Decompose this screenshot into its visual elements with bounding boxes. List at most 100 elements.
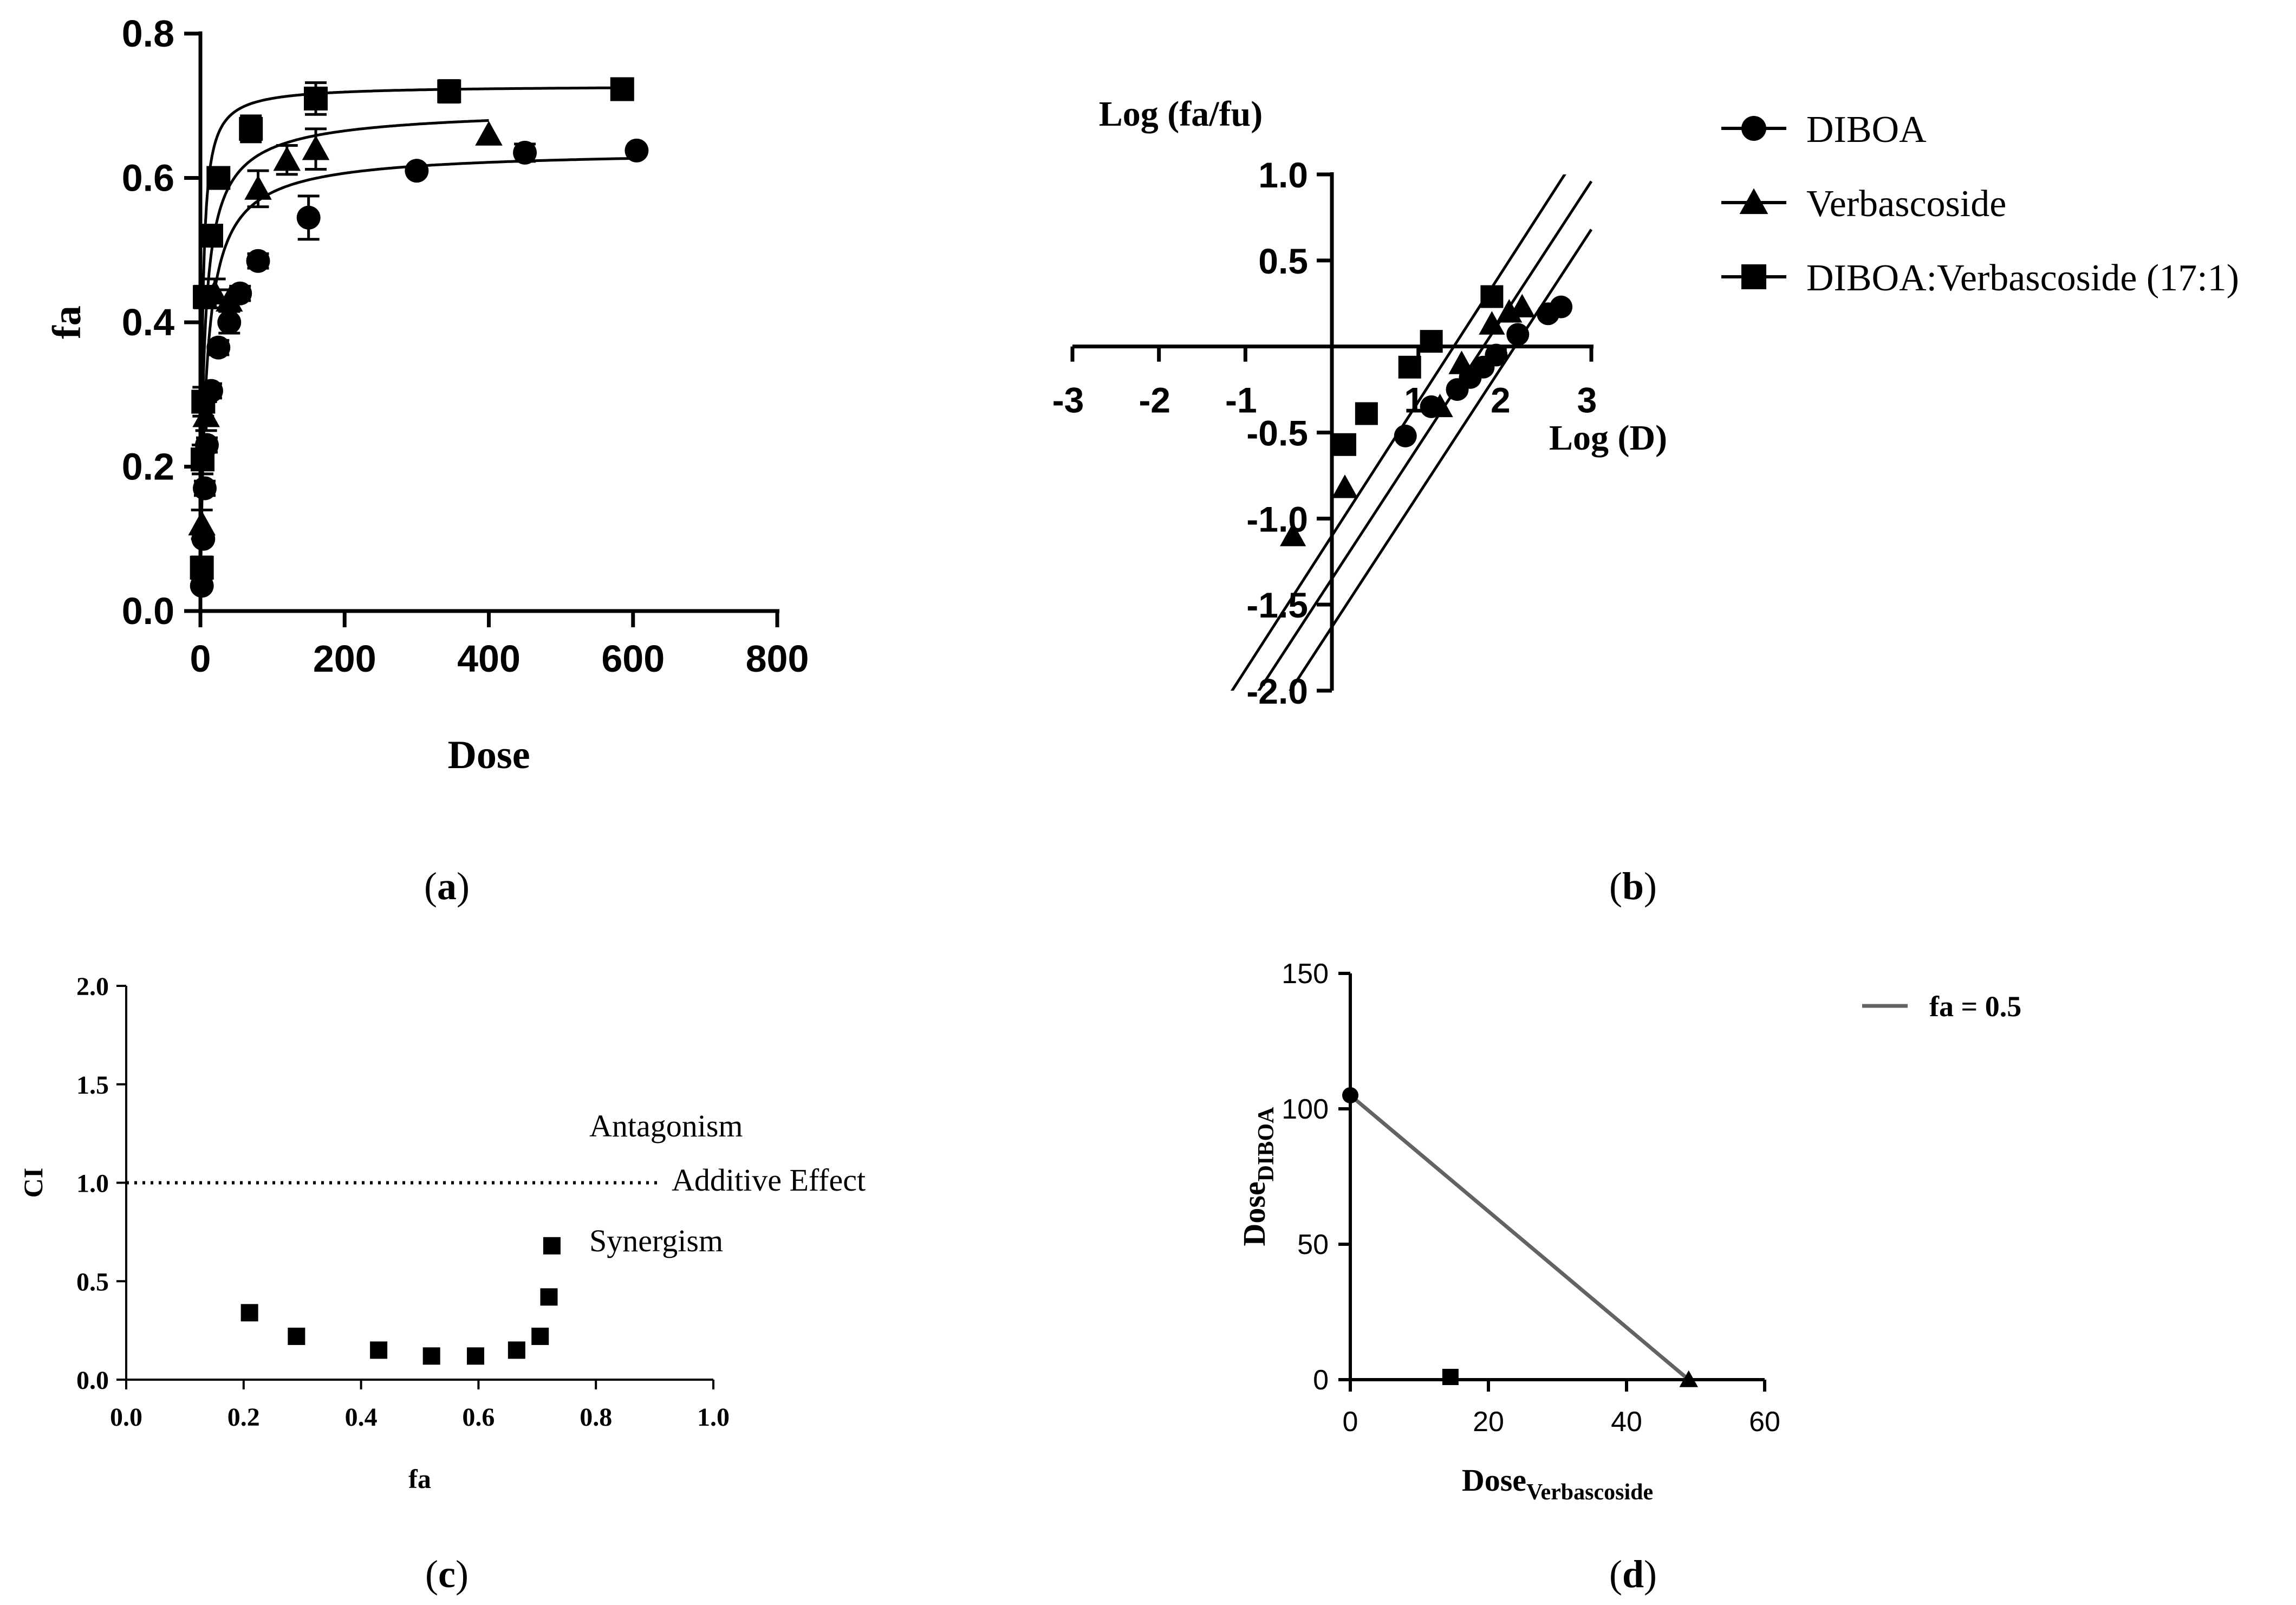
isobole-line: [1349, 1094, 1690, 1381]
y-tick-label: 0.4: [122, 301, 174, 343]
series-verbascoside: [188, 119, 503, 563]
series-diboa: [1289, 229, 1593, 691]
x-tick-label: 20: [1473, 1406, 1504, 1438]
data-point: [1485, 343, 1508, 367]
x-tick-label: 0.0: [110, 1403, 142, 1432]
data-point: [296, 205, 321, 230]
data-point: [246, 249, 270, 273]
x-tick-label: 0.2: [227, 1403, 260, 1432]
x-tick-label: 0.6: [462, 1403, 495, 1432]
y-tick-label: -0.5: [1246, 413, 1308, 453]
data-point: [1398, 355, 1421, 379]
y-tick-label: 1.5: [76, 1071, 109, 1100]
data-point: [190, 556, 214, 580]
x-axis-label: DoseVerbascoside: [1462, 1463, 1653, 1505]
x-tick-label: -1: [1225, 380, 1257, 420]
y-tick-label: 0: [1313, 1364, 1329, 1396]
data-point: [1333, 433, 1356, 456]
x-axis-label: Log (D): [1549, 418, 1667, 458]
data-point: [625, 138, 649, 163]
panel-c-combination-index: 0.0 0.2 0.4 0.6 0.8 1.0 0.0 0.5 1.0 1.5 2.0 fa CI Ant…: [18, 972, 866, 1494]
data-point: [239, 116, 263, 141]
y-tick-label: 150: [1282, 958, 1329, 990]
data-point: [302, 135, 330, 160]
regression-line: [1289, 229, 1593, 691]
x-tick-label: 1.0: [697, 1403, 730, 1432]
data-point: [1355, 402, 1378, 425]
y-tick-label: 0.5: [76, 1268, 109, 1296]
legend-entry-verbascoside: Verbascoside: [1721, 183, 2006, 225]
panel-letter: a: [437, 865, 457, 908]
series-verbascoside: [1257, 180, 1593, 691]
data-point: [217, 310, 242, 334]
y-tick-label: 50: [1297, 1229, 1329, 1260]
data-point: [437, 79, 461, 103]
data-point: [610, 77, 634, 101]
data-point: [1506, 323, 1530, 346]
fit-curve: [199, 86, 622, 555]
y-axis-label-subscript: DIBOA: [1254, 1107, 1279, 1181]
additive-effect-label: Additive Effect: [672, 1162, 866, 1198]
x-axis-label: fa: [408, 1464, 431, 1494]
panel-label-a: (a): [424, 865, 470, 908]
paren-open: (: [1609, 865, 1622, 908]
data-point: [540, 1288, 558, 1306]
legend-label: DIBOA:Verbascoside (17:1): [1806, 257, 2239, 299]
legend-label: fa = 0.5: [1929, 990, 2021, 1023]
y-tick-label: -1.0: [1246, 499, 1308, 539]
legend-entry-diboa-verbascoside-17-1: DIBOA:Verbascoside (17:1): [1721, 257, 2239, 299]
panel-labels: (a) (b)(c) (d): [424, 865, 1657, 1596]
panel-a-dose-response: 0 200 400 600 800 0.0 0.2 0.4 0.6 0.8 Dose fa: [45, 12, 809, 777]
data-point: [1550, 295, 1573, 319]
legend-label: DIBOA: [1806, 109, 1927, 151]
data-point: [190, 447, 214, 472]
data-point: [304, 86, 328, 111]
data-point: [1427, 393, 1453, 418]
data-point: [475, 121, 503, 146]
panel-d-isobologram: 0 20 40 60050100150DoseVerbascosideDoseDIBO…: [1237, 958, 1780, 1505]
legend-marker-circle: [1741, 116, 1766, 141]
series-diboa-verbascoside-17-1: [240, 1237, 561, 1365]
x-tick-label: 600: [601, 638, 665, 680]
data-point: [513, 140, 537, 165]
y-axis-label: Log (fa/fu): [1099, 94, 1263, 134]
paren-open: (: [1609, 1552, 1622, 1596]
x-tick-label: 0.8: [580, 1403, 612, 1432]
y-axis-label: fa: [45, 306, 89, 339]
regression-line: [1257, 180, 1593, 691]
x-tick-label: 2: [1491, 380, 1511, 420]
data-point: [192, 402, 220, 427]
x-tick-label: 0: [1343, 1406, 1358, 1438]
y-tick-label: 100: [1282, 1094, 1329, 1125]
paren-open: (: [424, 865, 437, 908]
legend-marker-square: [1741, 264, 1766, 289]
x-tick-label: 200: [313, 638, 376, 680]
data-point: [422, 1347, 440, 1365]
y-axis-label-main: Dose: [1237, 1181, 1272, 1246]
x-tick-label: 3: [1577, 380, 1597, 420]
series-diboa-verbascoside-17-1: [190, 77, 634, 580]
data-point: [508, 1341, 525, 1359]
legend-marker-triangle: [1739, 188, 1768, 215]
data-point: [215, 287, 243, 312]
panel-label-b: (b): [1609, 865, 1657, 908]
data-point: [192, 285, 217, 309]
paren-close: ): [457, 865, 470, 908]
y-tick-label: 0.0: [76, 1366, 109, 1395]
point-verbascoside: [1679, 1370, 1698, 1387]
data-point: [1448, 350, 1475, 374]
point-diboa-verbascoside-17-1: [1442, 1369, 1459, 1385]
panel-label-d: (d): [1609, 1552, 1657, 1596]
data-point: [206, 166, 231, 190]
y-tick-label: 0.8: [122, 12, 174, 55]
panel-letter: c: [438, 1552, 456, 1596]
paren-open: (: [425, 1552, 438, 1596]
y-tick-label: 1.0: [1258, 155, 1308, 195]
x-tick-label: 800: [746, 638, 809, 680]
x-tick-label: 40: [1611, 1406, 1642, 1438]
fit-curve: [199, 157, 637, 588]
data-point: [543, 1237, 561, 1255]
x-tick-label: -3: [1052, 380, 1084, 420]
y-tick-label: 0.5: [1258, 241, 1308, 281]
